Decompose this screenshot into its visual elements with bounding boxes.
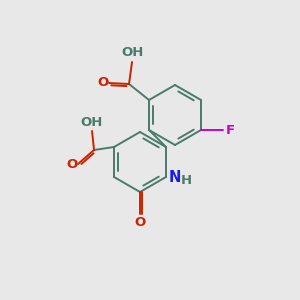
Text: OH: OH [122,46,144,59]
Text: F: F [225,124,235,136]
Text: N: N [169,169,181,184]
Text: H: H [180,173,191,187]
Text: O: O [98,76,109,89]
Text: OH: OH [81,116,103,128]
Text: O: O [134,215,146,229]
Text: O: O [66,158,78,172]
